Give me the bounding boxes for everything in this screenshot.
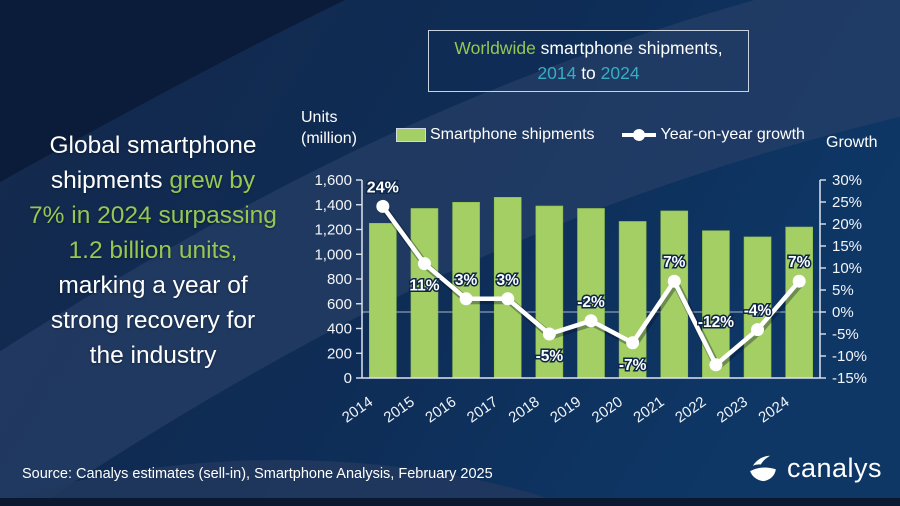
chart-title-line2: 2014 to 2024: [537, 63, 640, 83]
marker-2021: [667, 274, 681, 288]
headline-text: Global smartphone shipments grew by 7% i…: [12, 128, 294, 373]
headline-line: the industry: [89, 342, 217, 369]
headline-line: Global smartphone: [49, 132, 257, 159]
svg-text:-15%: -15%: [832, 370, 867, 387]
svg-text:15%: 15%: [832, 238, 862, 255]
svg-text:20%: 20%: [832, 216, 862, 233]
headline-line: 7% in 2024 surpassing: [29, 202, 277, 229]
svg-text:2021: 2021: [630, 393, 667, 426]
growth-markers: [376, 199, 806, 372]
marker-2016: [459, 292, 473, 306]
legend-label: Smartphone shipments: [430, 126, 595, 143]
svg-text:1,600: 1,600: [314, 172, 352, 189]
bar-swatch-icon: [396, 128, 426, 142]
svg-text:800: 800: [327, 271, 352, 288]
chart-legend: Smartphone shipments Year-on-year growth: [396, 126, 805, 144]
left-axis-title: Units (million): [301, 109, 357, 147]
chart-title-box: Worldwide smartphone shipments, 2014 to …: [428, 30, 749, 92]
svg-text:5%: 5%: [832, 282, 854, 299]
legend-label: Year-on-year growth: [660, 126, 805, 143]
data-label-2017: 3%: [497, 272, 520, 289]
svg-text:1,400: 1,400: [314, 197, 352, 214]
svg-text:0: 0: [344, 370, 352, 387]
axes: 0 200 400 600 800 1,000 1,200 1,400 1,600 -15% -10…: [314, 172, 867, 387]
svg-text:2018: 2018: [506, 393, 543, 426]
marker-2022: [709, 358, 723, 372]
marker-2014: [376, 199, 390, 213]
canalys-logo-text: canalys: [786, 452, 882, 483]
data-label-2016: 3%: [455, 272, 478, 289]
svg-text:-10%: -10%: [832, 348, 867, 365]
svg-text:1,200: 1,200: [314, 222, 352, 239]
bar-2024: [785, 226, 813, 379]
headline-line: marking a year of: [58, 272, 248, 299]
headline-line: shipments grew by: [50, 167, 256, 194]
svg-text:-5%: -5%: [832, 326, 859, 343]
svg-text:2020: 2020: [589, 393, 626, 426]
marker-2018: [542, 327, 556, 341]
data-label-2023: -4%: [744, 303, 772, 320]
svg-text:2017: 2017: [464, 393, 501, 426]
data-label-2021: 7%: [663, 254, 686, 271]
svg-text:30%: 30%: [832, 172, 862, 189]
bar-2014: [369, 223, 397, 379]
bar-2019: [577, 208, 605, 379]
data-label-2019: -2%: [577, 294, 605, 311]
svg-text:2022: 2022: [672, 393, 709, 426]
svg-text:2014: 2014: [339, 393, 376, 426]
svg-text:2024: 2024: [755, 393, 792, 426]
headline-line: 1.2 billion units,: [68, 237, 238, 264]
line-marker-icon: [621, 129, 656, 141]
marker-2017: [501, 292, 515, 306]
svg-text:2015: 2015: [381, 393, 418, 426]
svg-text:10%: 10%: [832, 260, 862, 277]
legend-item-shipments: Smartphone shipments: [396, 126, 595, 144]
svg-text:2016: 2016: [422, 393, 459, 426]
source-note: Source: Canalys estimates (sell-in), Sma…: [22, 466, 493, 482]
svg-text:400: 400: [327, 321, 352, 338]
marker-2020: [626, 336, 640, 350]
data-label-2015: 11%: [409, 278, 439, 295]
bar-2018: [535, 205, 564, 379]
marker-2015: [417, 257, 431, 271]
svg-text:200: 200: [327, 345, 352, 362]
marker-2023: [751, 323, 765, 337]
svg-text:2023: 2023: [714, 393, 751, 426]
bar-2023: [743, 236, 772, 379]
data-label-2020: -7%: [619, 357, 647, 374]
svg-text:600: 600: [327, 296, 352, 313]
canalys-logo-icon: [750, 455, 776, 482]
data-label-2014: 24%: [367, 179, 399, 196]
data-label-2018: -5%: [536, 348, 564, 365]
bar-2017: [493, 197, 522, 379]
growth-data-labels: 24% 11% 3% 3% -5% -2% -7% 7% -12% -4% 7%: [365, 178, 812, 375]
chart-svg: 0 200 400 600 800 1,000 1,200 1,400 1,600 -15% -10…: [314, 172, 867, 426]
marker-2024: [792, 274, 806, 288]
legend-item-growth: Year-on-year growth: [621, 126, 805, 144]
svg-text:1,000: 1,000: [314, 246, 352, 263]
chart-title-line1: Worldwide smartphone shipments,: [454, 38, 723, 58]
headline-line: strong recovery for: [50, 307, 256, 334]
year-labels: 2014 2015 2016 2017 2018 2019 2020 2021 2022 2023…: [339, 393, 792, 426]
svg-text:0%: 0%: [832, 304, 854, 321]
svg-text:2019: 2019: [547, 393, 584, 426]
bar-2015: [410, 208, 439, 379]
svg-text:25%: 25%: [832, 194, 862, 211]
data-label-2022: -12%: [698, 314, 734, 331]
right-axis-title: Growth: [826, 134, 878, 151]
data-label-2024: 7%: [788, 254, 811, 271]
canalys-logo: canalys: [747, 452, 882, 484]
marker-2019: [584, 314, 598, 328]
bar-2020: [618, 221, 647, 379]
